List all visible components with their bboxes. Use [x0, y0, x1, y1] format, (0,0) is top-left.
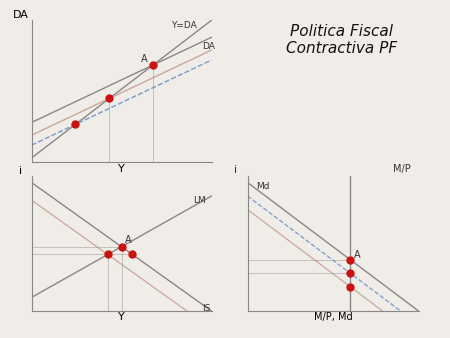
Text: Politica Fiscal
Contractiva PF: Politica Fiscal Contractiva PF — [287, 24, 397, 56]
Text: A: A — [140, 54, 147, 64]
Text: A: A — [125, 235, 132, 245]
Point — [106, 96, 113, 101]
Point — [72, 122, 79, 127]
Point — [149, 62, 157, 68]
X-axis label: Y: Y — [118, 312, 125, 322]
Text: Md: Md — [256, 182, 270, 191]
Point — [118, 244, 125, 249]
Point — [129, 252, 136, 257]
Point — [346, 284, 354, 289]
Text: LM: LM — [194, 196, 206, 206]
Y-axis label: DA: DA — [13, 10, 29, 20]
X-axis label: Y: Y — [118, 164, 125, 174]
Point — [104, 252, 111, 257]
Point — [346, 257, 354, 262]
Text: M/P: M/P — [393, 164, 410, 174]
Text: IS: IS — [202, 304, 211, 313]
Text: A: A — [354, 249, 360, 260]
Text: i: i — [234, 165, 237, 175]
Y-axis label: i: i — [19, 166, 22, 176]
Text: Y=DA: Y=DA — [171, 21, 197, 30]
Text: DA: DA — [202, 42, 216, 51]
X-axis label: M/P, Md: M/P, Md — [314, 312, 352, 322]
Point — [346, 270, 354, 276]
